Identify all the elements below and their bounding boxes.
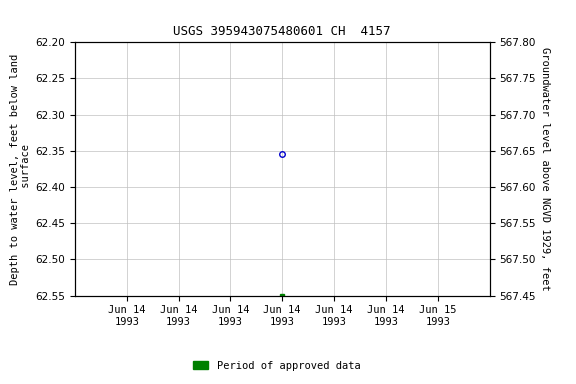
Y-axis label: Depth to water level, feet below land
 surface: Depth to water level, feet below land su…	[10, 53, 31, 285]
Y-axis label: Groundwater level above NGVD 1929, feet: Groundwater level above NGVD 1929, feet	[540, 47, 550, 291]
Title: USGS 395943075480601 CH  4157: USGS 395943075480601 CH 4157	[173, 25, 391, 38]
Legend: Period of approved data: Period of approved data	[188, 357, 365, 375]
